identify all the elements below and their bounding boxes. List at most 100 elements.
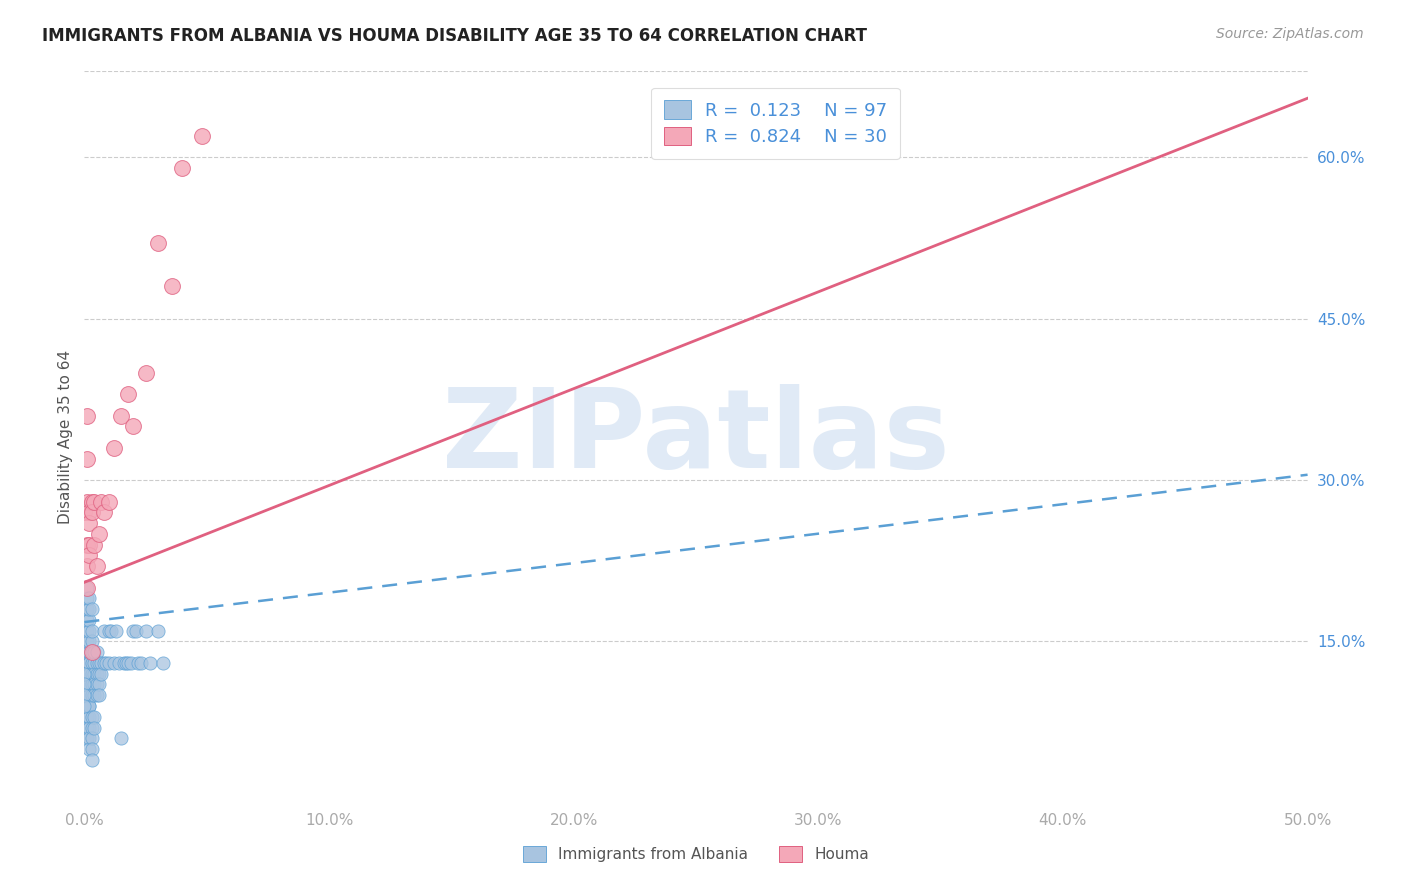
Point bbox=[135, 366, 157, 380]
Point bbox=[107, 656, 129, 670]
Point bbox=[86, 645, 108, 659]
Point bbox=[76, 451, 98, 466]
Point bbox=[76, 645, 98, 659]
Point bbox=[77, 698, 100, 713]
Point bbox=[73, 505, 96, 519]
Point bbox=[172, 161, 194, 176]
Point bbox=[135, 624, 157, 638]
Point bbox=[77, 666, 100, 681]
Point bbox=[80, 753, 103, 767]
Point bbox=[162, 279, 184, 293]
Point bbox=[93, 656, 115, 670]
Point bbox=[80, 602, 103, 616]
Point bbox=[83, 688, 105, 702]
Point bbox=[77, 656, 100, 670]
Point bbox=[80, 634, 103, 648]
Point bbox=[76, 688, 98, 702]
Point bbox=[77, 656, 100, 670]
Point bbox=[76, 591, 98, 606]
Point bbox=[127, 656, 149, 670]
Point bbox=[77, 549, 100, 563]
Point bbox=[73, 666, 96, 681]
Point bbox=[90, 494, 112, 508]
Point bbox=[77, 721, 100, 735]
Point bbox=[80, 505, 103, 519]
Point bbox=[103, 441, 125, 455]
Point bbox=[80, 656, 103, 670]
Point bbox=[76, 613, 98, 627]
Point bbox=[77, 688, 100, 702]
Point bbox=[80, 624, 103, 638]
Text: ZIPatlas: ZIPatlas bbox=[441, 384, 950, 491]
Point bbox=[86, 559, 108, 574]
Point bbox=[77, 538, 100, 552]
Point bbox=[97, 624, 120, 638]
Point bbox=[83, 645, 105, 659]
Point bbox=[80, 688, 103, 702]
Point bbox=[76, 698, 98, 713]
Point bbox=[80, 731, 103, 746]
Point bbox=[76, 721, 98, 735]
Point bbox=[115, 656, 138, 670]
Point bbox=[80, 494, 103, 508]
Point bbox=[86, 688, 108, 702]
Point bbox=[97, 494, 120, 508]
Point bbox=[129, 656, 152, 670]
Point bbox=[146, 624, 169, 638]
Point bbox=[87, 666, 110, 681]
Point bbox=[86, 656, 108, 670]
Point bbox=[93, 624, 115, 638]
Point bbox=[77, 731, 100, 746]
Point bbox=[76, 677, 98, 691]
Point bbox=[100, 624, 122, 638]
Point bbox=[80, 677, 103, 691]
Point bbox=[86, 677, 108, 691]
Point bbox=[77, 516, 100, 530]
Point bbox=[83, 494, 105, 508]
Point bbox=[77, 613, 100, 627]
Text: Source: ZipAtlas.com: Source: ZipAtlas.com bbox=[1216, 27, 1364, 41]
Point bbox=[83, 666, 105, 681]
Point bbox=[76, 559, 98, 574]
Point bbox=[76, 602, 98, 616]
Point bbox=[80, 645, 103, 659]
Point bbox=[103, 656, 125, 670]
Text: IMMIGRANTS FROM ALBANIA VS HOUMA DISABILITY AGE 35 TO 64 CORRELATION CHART: IMMIGRANTS FROM ALBANIA VS HOUMA DISABIL… bbox=[42, 27, 868, 45]
Point bbox=[80, 721, 103, 735]
Point bbox=[90, 656, 112, 670]
Point bbox=[73, 677, 96, 691]
Point bbox=[191, 128, 214, 143]
Point bbox=[76, 698, 98, 713]
Point bbox=[87, 688, 110, 702]
Point bbox=[152, 656, 174, 670]
Point bbox=[139, 656, 162, 670]
Point bbox=[80, 742, 103, 756]
Point bbox=[76, 538, 98, 552]
Point bbox=[76, 409, 98, 423]
Point bbox=[93, 505, 115, 519]
Point bbox=[77, 666, 100, 681]
Point bbox=[76, 581, 98, 595]
Point bbox=[125, 624, 148, 638]
Point bbox=[80, 710, 103, 724]
Point bbox=[122, 419, 145, 434]
Point bbox=[117, 387, 139, 401]
Point bbox=[77, 688, 100, 702]
Point bbox=[77, 677, 100, 691]
Point bbox=[87, 677, 110, 691]
Point bbox=[77, 624, 100, 638]
Point bbox=[122, 624, 145, 638]
Point bbox=[77, 677, 100, 691]
Point bbox=[73, 688, 96, 702]
Point bbox=[110, 409, 132, 423]
Point bbox=[73, 698, 96, 713]
Point bbox=[96, 656, 118, 670]
Point bbox=[76, 581, 98, 595]
Point bbox=[76, 731, 98, 746]
Point bbox=[97, 656, 120, 670]
Legend: Immigrants from Albania, Houma: Immigrants from Albania, Houma bbox=[517, 840, 875, 868]
Point bbox=[83, 656, 105, 670]
Point bbox=[76, 656, 98, 670]
Point bbox=[80, 645, 103, 659]
Point bbox=[76, 677, 98, 691]
